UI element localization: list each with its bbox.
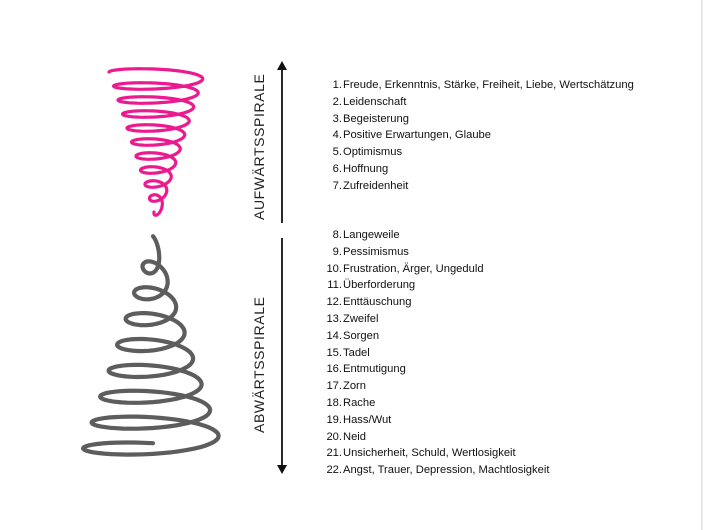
item-text: Entmutigung (343, 363, 406, 376)
item-number: 17. (326, 380, 342, 393)
item-text: Sorgen (343, 329, 380, 342)
item-number: 12. (326, 296, 342, 309)
list-item: 1. Freude, Erkenntnis, Stärke, Freiheit, … (324, 77, 634, 94)
item-number: 9. (332, 245, 342, 258)
item-number: 6. (332, 162, 342, 175)
item-text: Tadel (343, 346, 370, 359)
list-item: 16. Entmutigung (324, 361, 549, 378)
item-number: 4. (332, 129, 342, 142)
item-number: 22. (326, 464, 342, 477)
item-text: Angst, Trauer, Depression, Machtlosigkei… (343, 464, 550, 477)
item-text: Frustration, Ärger, Ungeduld (343, 262, 484, 275)
item-text: Pessimismus (343, 245, 409, 258)
item-number: 15. (326, 346, 342, 359)
list-item: 2. Leidenschaft (324, 94, 634, 111)
item-text: Begeisterung (343, 112, 409, 125)
downward-spiral-label: ABWÄRTSSPIRALE (251, 296, 267, 433)
upward-spiral-label: AUFWÄRTSSPIRALE (251, 73, 267, 220)
list-item: 19. Hass/Wut (324, 412, 549, 429)
item-number: 5. (332, 146, 342, 159)
list-item: 17. Zorn (324, 378, 549, 395)
item-number: 7. (332, 179, 342, 192)
item-text: Langeweile (343, 229, 400, 241)
list-item: 12. Enttäuschung (324, 294, 549, 311)
item-text: Unsicherheit, Schuld, Wertlosigkeit (343, 447, 516, 460)
upward-emotion-list: 1. Freude, Erkenntnis, Stärke, Freiheit, … (324, 77, 634, 195)
page-edge (701, 0, 703, 530)
item-text: Leidenschaft (343, 95, 407, 108)
item-text: Enttäuschung (343, 296, 412, 309)
item-number: 18. (326, 396, 342, 409)
item-number: 2. (332, 95, 342, 108)
item-text: Rache (343, 396, 376, 409)
list-item: 20. Neid (324, 429, 549, 446)
item-number: 13. (326, 312, 342, 325)
item-number: 14. (326, 329, 342, 342)
downward-spiral-drawing (81, 234, 221, 457)
item-number: 20. (326, 430, 342, 443)
item-number: 3. (332, 112, 342, 125)
list-item: 13. Zweifel (324, 311, 549, 328)
upward-spiral-drawing (107, 67, 205, 217)
list-item: 9. Pessimismus (324, 244, 549, 261)
list-item: 22. Angst, Trauer, Depression, Machtlosig… (324, 462, 549, 479)
list-item: 18. Rache (324, 395, 549, 412)
item-text: Zufreidenheit (343, 179, 409, 192)
item-number: 8. (332, 229, 342, 241)
list-item: 10. Frustration, Ärger, Ungeduld (324, 261, 549, 278)
item-text: Optimismus (343, 146, 403, 159)
list-item: 4. Positive Erwartungen, Glaube (324, 127, 634, 144)
item-text: Positive Erwartungen, Glaube (343, 129, 492, 142)
item-number: 1. (332, 79, 342, 91)
item-text: Neid (343, 430, 367, 443)
down-arrowhead (277, 465, 287, 474)
item-number: 11. (327, 279, 342, 292)
item-number: 19. (326, 413, 342, 426)
list-item: 11. Überforderung (324, 277, 549, 294)
item-number: 21. (326, 447, 342, 460)
list-item: 7. Zufreidenheit (324, 178, 634, 195)
item-text: Überforderung (343, 279, 416, 292)
list-item: 6. Hoffnung (324, 161, 634, 178)
item-text: Zorn (343, 380, 367, 393)
item-number: 16. (326, 363, 342, 376)
item-number: 10. (326, 262, 342, 275)
list-item: 15. Tadel (324, 345, 549, 362)
item-text: Hass/Wut (343, 413, 392, 426)
list-item: 14. Sorgen (324, 328, 549, 345)
downward-emotion-list: 8. Langeweile 9. Pessimismus 10. Frustration,… (324, 227, 549, 479)
up-arrowhead (277, 61, 287, 70)
item-text: Zweifel (343, 312, 379, 325)
list-item: 5. Optimismus (324, 144, 634, 161)
item-text: Hoffnung (343, 162, 389, 175)
item-text: Freude, Erkenntnis, Stärke, Freiheit, Li… (343, 79, 634, 91)
list-item: 3. Begeisterung (324, 111, 634, 128)
list-item: 21. Unsicherheit, Schuld, Wertlosigkeit (324, 445, 549, 462)
direction-arrow (277, 61, 287, 474)
list-item: 8. Langeweile (324, 227, 549, 244)
